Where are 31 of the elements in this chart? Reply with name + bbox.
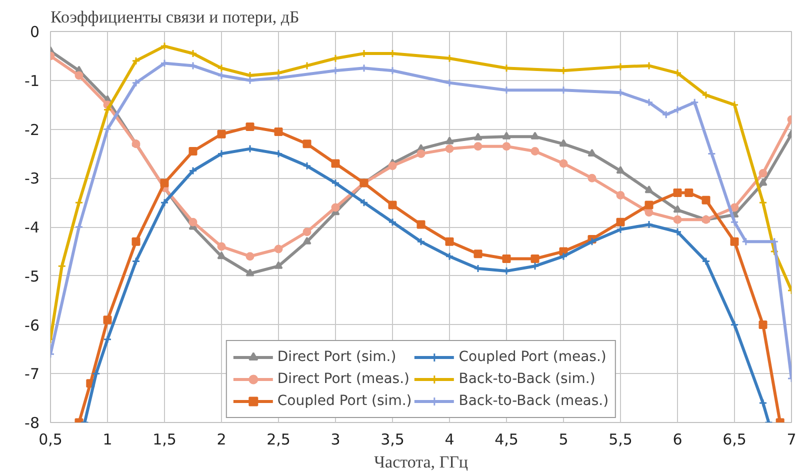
x-tick-label: 3,5 [380,430,404,448]
legend-label: Direct Port (sim.) [277,349,396,365]
x-axis-title: Частота, ГГц [374,452,468,472]
y-tick-label: -8 [24,414,40,432]
x-tick-label: 7 [786,430,796,448]
legend-label: Coupled Port (sim.) [277,393,412,409]
legend-label: Direct Port (meas.) [277,371,410,387]
x-tick-label: 4 [444,430,454,448]
x-tick-label: 2 [216,430,226,448]
y-tick-label: -4 [24,218,40,236]
y-tick-label: -7 [24,365,40,384]
legend-label: Back-to-Back (meas.) [458,393,609,409]
x-tick-label: 6,5 [722,430,746,448]
x-tick-label: 4,5 [494,430,518,448]
legend-label: Coupled Port (meas.) [458,349,606,365]
x-tick-label: 1,5 [152,430,176,448]
y-tick-label: -2 [24,120,40,139]
x-tick-label: 5,5 [608,430,632,448]
x-tick-label: 5 [558,430,568,448]
x-tick-label: 0,5 [38,430,62,448]
legend-label: Back-to-Back (sim.) [458,371,596,387]
y-tick-label: -3 [24,170,40,188]
x-tick-label: 2,5 [266,430,290,448]
chart-title: Коэффициенты связи и потери, дБ [50,8,300,26]
x-tick-label: 3 [330,430,340,448]
y-tick-label: -6 [24,316,40,334]
x-tick-label: 1 [102,430,112,448]
x-tick-label: 6 [672,430,682,448]
y-tick-label: 0 [30,23,40,41]
y-tick-label: -5 [24,267,40,286]
y-tick-label: -1 [24,72,40,90]
